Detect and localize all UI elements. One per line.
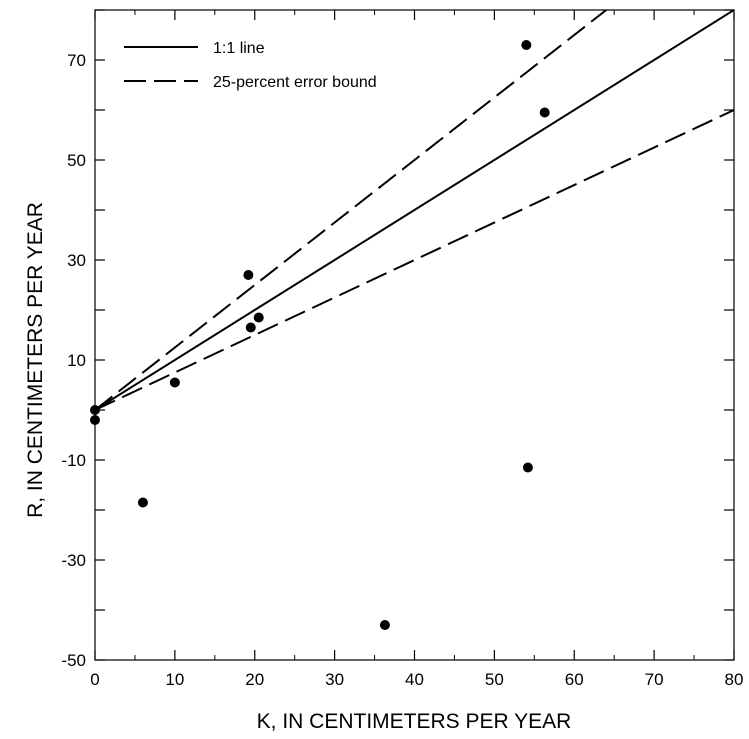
y-tick-label: -30 bbox=[61, 551, 86, 570]
x-tick-label: 20 bbox=[245, 670, 264, 689]
data-point bbox=[521, 40, 532, 50]
y-tick-label: 50 bbox=[67, 151, 86, 170]
error-bound-line bbox=[95, 109, 734, 411]
y-tick-label: -50 bbox=[61, 651, 86, 670]
x-tick-label: 70 bbox=[645, 670, 664, 689]
data-point bbox=[245, 322, 256, 333]
x-tick-label: 30 bbox=[325, 670, 344, 689]
x-tick-label: 60 bbox=[565, 670, 584, 689]
x-tick-label: 80 bbox=[725, 670, 744, 689]
x-axis-title: K, IN CENTIMETERS PER YEAR bbox=[257, 710, 572, 733]
data-point bbox=[522, 462, 533, 473]
data-point bbox=[379, 620, 390, 630]
data-point bbox=[169, 377, 180, 388]
y-tick-label: 10 bbox=[67, 351, 86, 370]
x-tick-label: 50 bbox=[485, 670, 504, 689]
data-point bbox=[137, 497, 148, 508]
legend-label-2: 25-percent error bound bbox=[213, 74, 377, 91]
x-tick-label: 40 bbox=[405, 670, 424, 689]
plot-layer: 0 10 20 30 40 50 60 70 80 -50 -30 -10 10 30 50 70 bbox=[61, 9, 744, 689]
data-point bbox=[90, 405, 100, 415]
error-bound-line bbox=[95, 10, 608, 411]
y-tick-label: -10 bbox=[61, 451, 86, 470]
data-point bbox=[253, 312, 264, 323]
marks-layer bbox=[90, 10, 734, 630]
x-tick-label: 0 bbox=[90, 670, 99, 689]
x-tick-label: 10 bbox=[165, 670, 184, 689]
data-point bbox=[90, 415, 100, 425]
y-tick-label: 70 bbox=[67, 51, 86, 70]
one-to-one-line bbox=[95, 10, 734, 411]
data-point bbox=[539, 107, 550, 118]
legend-label-1: 1:1 line bbox=[213, 40, 265, 57]
legend: 1:1 line 25-percent error bound bbox=[124, 40, 377, 91]
data-point bbox=[243, 270, 254, 280]
y-axis-title: R, IN CENTIMETERS PER YEAR bbox=[24, 202, 47, 518]
y-tick-label: 30 bbox=[67, 251, 86, 270]
